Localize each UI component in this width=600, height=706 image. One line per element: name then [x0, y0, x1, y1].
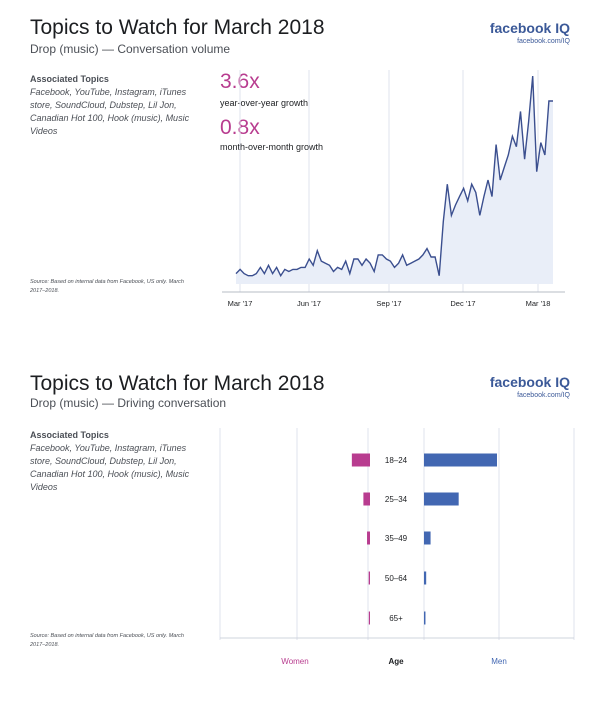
men-bar — [424, 571, 427, 585]
source-note: Source: Based on internal data from Face… — [30, 279, 184, 294]
associated-topics-heading: Associated Topics — [30, 430, 109, 440]
source-note: Source: Based on internal data from Face… — [30, 633, 184, 648]
brand-url: facebook.com/IQ — [517, 392, 570, 399]
x-tick-label: Mar '18 — [526, 299, 551, 308]
age-category-label: 65+ — [389, 614, 403, 623]
women-bar — [368, 571, 370, 585]
volume-area-chart: Mar '17 Jun '17 Sep '17 Dec '17 Mar '18 — [222, 70, 565, 308]
age-category-label: 35–49 — [385, 534, 408, 543]
age-axis-label: Age — [388, 657, 404, 666]
brand-name: facebook IQ — [489, 20, 570, 36]
associated-topics: Associated Topics Facebook, YouTube, Ins… — [30, 74, 205, 138]
women-legend-label: Women — [281, 657, 308, 666]
women-bar — [363, 492, 370, 506]
panel-title: Topics to Watch for March 2018 — [30, 16, 325, 39]
men-bar — [424, 492, 459, 506]
associated-topics-heading: Associated Topics — [30, 74, 109, 84]
men-bar — [424, 531, 431, 545]
x-tick-label: Sep '17 — [376, 299, 401, 308]
men-bar — [424, 611, 426, 625]
women-bar — [367, 531, 370, 545]
men-bar — [424, 453, 497, 467]
brand-name: facebook IQ — [489, 374, 570, 390]
panel-subtitle: Drop (music) — Driving conversation — [30, 396, 227, 410]
yoy-growth-label: year-over-year growth — [220, 98, 309, 108]
women-bar — [351, 453, 370, 467]
driving-conversation-panel: Topics to Watch for March 2018 Drop (mus… — [0, 360, 600, 700]
associated-topics-list: Facebook, YouTube, Instagram, iTunes sto… — [30, 87, 190, 136]
volume-area — [236, 76, 553, 284]
x-tick-label: Mar '17 — [228, 299, 253, 308]
conversation-volume-panel: Topics to Watch for March 2018 Drop (mus… — [0, 0, 600, 330]
brand-logo: facebook IQ facebook.com/IQ — [490, 374, 570, 399]
men-legend-label: Men — [491, 657, 507, 666]
x-tick-label: Jun '17 — [297, 299, 321, 308]
women-bar — [368, 611, 370, 625]
age-category-label: 50–64 — [385, 574, 408, 583]
x-tick-label: Dec '17 — [450, 299, 475, 308]
mom-growth-label: month-over-month growth — [220, 142, 324, 152]
brand-logo: facebook IQ facebook.com/IQ — [490, 20, 570, 45]
brand-url: facebook.com/IQ — [517, 38, 570, 45]
panel-subtitle: Drop (music) — Conversation volume — [30, 42, 231, 56]
associated-topics: Associated Topics Facebook, YouTube, Ins… — [30, 430, 205, 494]
age-category-label: 25–34 — [385, 495, 408, 504]
age-gender-bar-chart: 18–24 25–34 35–49 50–64 65+ Women Age Men — [219, 428, 575, 666]
associated-topics-list: Facebook, YouTube, Instagram, iTunes sto… — [30, 443, 190, 492]
panel-title: Topics to Watch for March 2018 — [30, 372, 325, 395]
age-category-label: 18–24 — [385, 456, 408, 465]
volume-line — [235, 75, 553, 278]
